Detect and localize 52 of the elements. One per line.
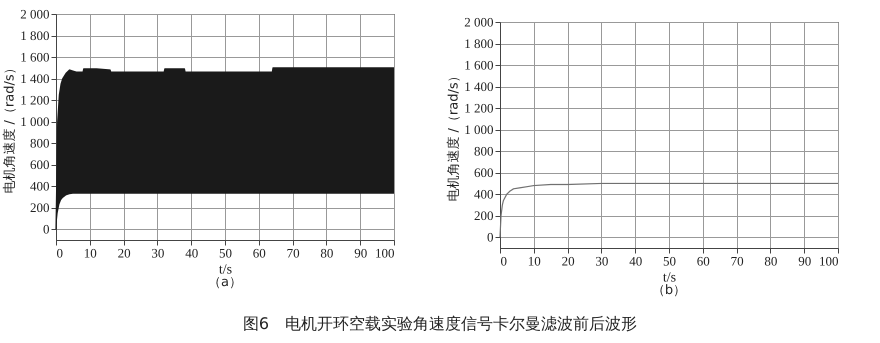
- x-axis-title: t/s: [662, 270, 676, 286]
- x-axis-title: t/s: [218, 262, 232, 278]
- x-tick-label: 0: [500, 254, 507, 268]
- y-tick-label: 200: [474, 208, 494, 224]
- y-tick-label: 2 000: [464, 14, 494, 30]
- y-tick-label: 600: [474, 165, 494, 180]
- x-tick-label: 80: [320, 246, 334, 260]
- caption: 图6 电机开环空载实验角速度信号卡尔曼滤波前后波形: [242, 314, 638, 335]
- y-tick-label: 0: [487, 230, 494, 245]
- y-tick-label: 1 200: [20, 92, 50, 108]
- x-tick-label: 60: [696, 254, 710, 268]
- x-tick-label: 50: [663, 254, 676, 268]
- y-axis-title: 电机角速度 /（rad/s）: [445, 69, 462, 202]
- x-tick-label: 60: [252, 246, 266, 260]
- y-tick-label: 200: [30, 200, 50, 216]
- y-tick-label: 1 600: [464, 58, 494, 73]
- x-tick-label: 30: [151, 246, 164, 260]
- y-tick-label: 1 600: [20, 50, 50, 65]
- y-tick-label: 1 000: [20, 114, 50, 130]
- x-tick-label: 0: [56, 246, 63, 260]
- x-tick-label: 20: [118, 246, 131, 260]
- x-tick-label: 10: [84, 246, 97, 260]
- y-tick-label: 1 200: [464, 100, 494, 116]
- y-tick-label: 1 400: [20, 71, 50, 86]
- line-series: [499, 182, 839, 238]
- x-tick-label: 100: [375, 246, 394, 260]
- x-tick-label: 70: [286, 246, 300, 260]
- x-tick-label: 40: [629, 254, 642, 268]
- y-tick-label: 400: [474, 186, 494, 202]
- y-tick-label: 1 000: [464, 122, 494, 138]
- text: （a）: [208, 275, 242, 290]
- text: （b）: [652, 283, 686, 298]
- x-tick-label: 70: [730, 254, 744, 268]
- x-tick-label: 90: [354, 246, 368, 260]
- y-tick-label: 800: [474, 144, 494, 159]
- x-tick-label: 100: [819, 254, 838, 268]
- y-axis-title: 电机角速度 /（rad/s）: [1, 61, 18, 194]
- x-tick-label: 20: [562, 254, 575, 268]
- y-tick-label: 1 800: [20, 28, 50, 44]
- y-tick-label: 0: [43, 222, 50, 237]
- x-tick-label: 80: [764, 254, 778, 268]
- x-tick-label: 10: [528, 254, 541, 268]
- y-tick-label: 1 800: [464, 36, 494, 52]
- y-tick-label: 800: [30, 136, 50, 151]
- x-tick-label: 30: [595, 254, 608, 268]
- y-tick-label: 600: [30, 157, 50, 172]
- x-tick-label: 40: [185, 246, 198, 260]
- x-tick-label: 90: [798, 254, 812, 268]
- y-tick-label: 400: [30, 178, 50, 194]
- y-tick-label: 1 400: [464, 79, 494, 94]
- x-tick-label: 50: [219, 246, 232, 260]
- y-tick-label: 2 000: [20, 6, 50, 22]
